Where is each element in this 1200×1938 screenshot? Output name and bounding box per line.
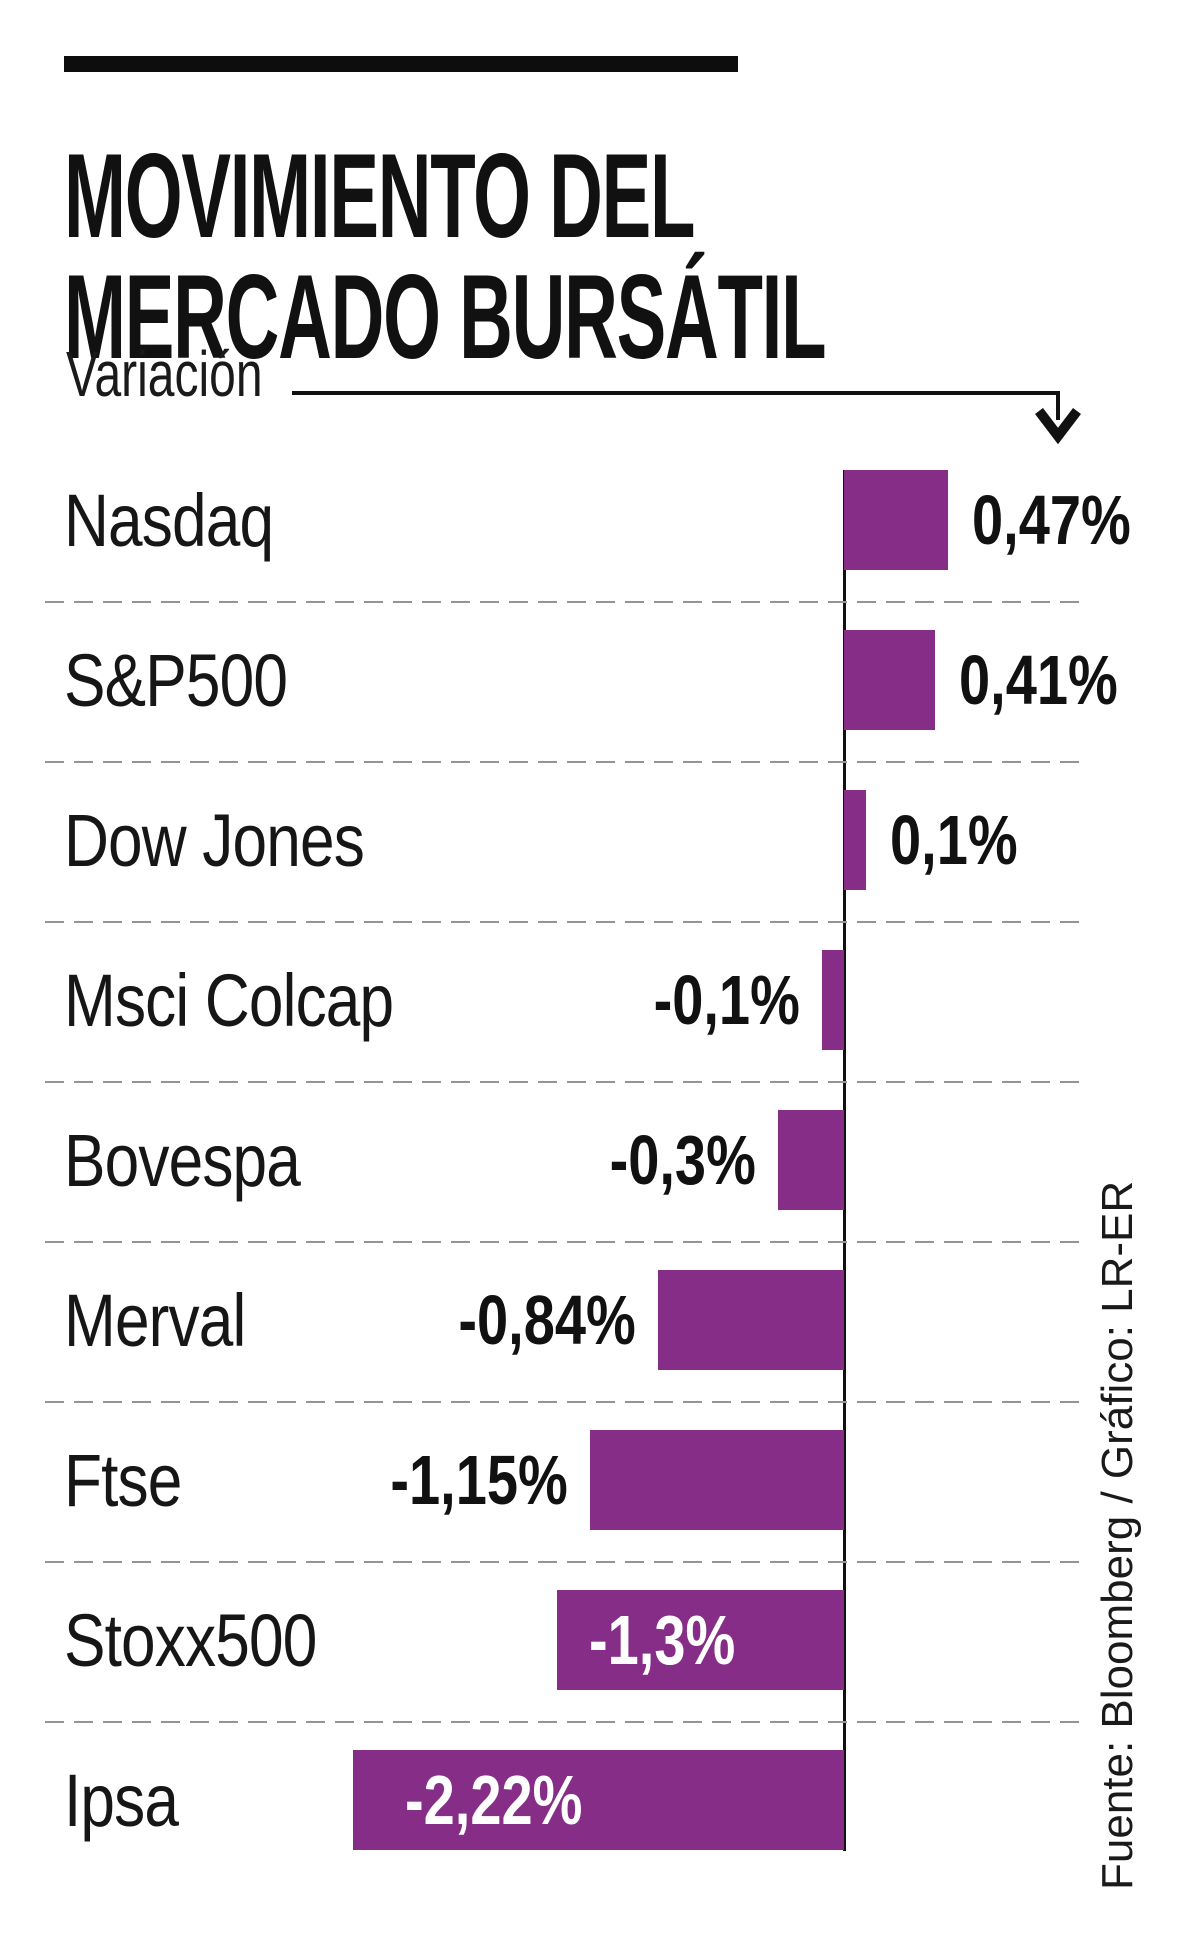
value-label-text: -2,22% [405, 1761, 583, 1839]
bar [353, 1750, 844, 1850]
zero-axis-line [843, 470, 846, 1851]
value-label-text: -0,3% [609, 1121, 756, 1199]
category-label-text: Nasdaq [64, 478, 274, 562]
row-separator-dashed [45, 601, 1085, 603]
bar [822, 950, 844, 1050]
category-label-text: Dow Jones [64, 798, 365, 882]
value-label: -1,3% [589, 1590, 772, 1690]
row-separator-dashed [45, 761, 1085, 763]
source-credit: Fuente: Bloomberg / Gráfico: LR-ER [1093, 1180, 1142, 1890]
value-label-text: -1,15% [390, 1441, 568, 1519]
category-label-text: Stoxx500 [64, 1598, 317, 1682]
value-label: 0,47% [972, 470, 1170, 570]
bar [658, 1270, 844, 1370]
value-label-text: -1,3% [589, 1601, 736, 1679]
value-label: 0,41% [959, 630, 1157, 730]
row-separator-dashed [45, 1241, 1085, 1243]
bar [844, 630, 935, 730]
category-label: Bovespa [64, 1112, 345, 1208]
value-label: -0,3% [573, 1110, 756, 1210]
value-label-text: 0,1% [890, 801, 1018, 879]
bar [557, 1590, 844, 1690]
category-label-text: Ipsa [64, 1758, 179, 1842]
value-label: 0,1% [890, 790, 1050, 890]
category-label: Ipsa [64, 1752, 200, 1848]
category-label: Stoxx500 [64, 1592, 365, 1688]
value-label-text: 0,41% [959, 641, 1118, 719]
arrow-down-icon [292, 391, 1081, 445]
row-separator-dashed [45, 1401, 1085, 1403]
axis-label: Variación [66, 338, 263, 410]
category-label: Msci Colcap [64, 952, 456, 1048]
row-separator-dashed [45, 921, 1085, 923]
category-label-text: Merval [64, 1278, 246, 1362]
category-label: Dow Jones [64, 792, 421, 888]
row-separator-dashed [45, 1721, 1085, 1723]
page-title-line1: MOVIMIENTO DEL [64, 129, 695, 263]
bar [844, 790, 866, 890]
header-accent-bar [64, 56, 738, 72]
category-label-text: S&P500 [64, 638, 288, 722]
value-label-text: -0,1% [653, 961, 800, 1039]
page-title: MOVIMIENTO DEL MERCADO BURSÁTIL [64, 129, 827, 384]
bar [778, 1110, 844, 1210]
value-label: -0,84% [414, 1270, 636, 1370]
category-label-text: Msci Colcap [64, 958, 394, 1042]
category-label: S&P500 [64, 632, 330, 728]
value-label: -1,15% [346, 1430, 568, 1530]
category-label: Nasdaq [64, 472, 313, 568]
bar [844, 470, 948, 570]
page-title-line2: MERCADO BURSÁTIL [64, 250, 827, 384]
category-label-text: Ftse [64, 1438, 182, 1522]
value-label-text: 0,47% [972, 481, 1131, 559]
row-separator-dashed [45, 1081, 1085, 1083]
value-label-text: -0,84% [458, 1281, 636, 1359]
row-separator-dashed [45, 1561, 1085, 1563]
value-label: -2,22% [405, 1750, 627, 1850]
category-label: Ftse [64, 1432, 204, 1528]
bar [590, 1430, 844, 1530]
category-label: Merval [64, 1272, 280, 1368]
category-label-text: Bovespa [64, 1118, 301, 1202]
value-label: -0,1% [617, 950, 800, 1050]
